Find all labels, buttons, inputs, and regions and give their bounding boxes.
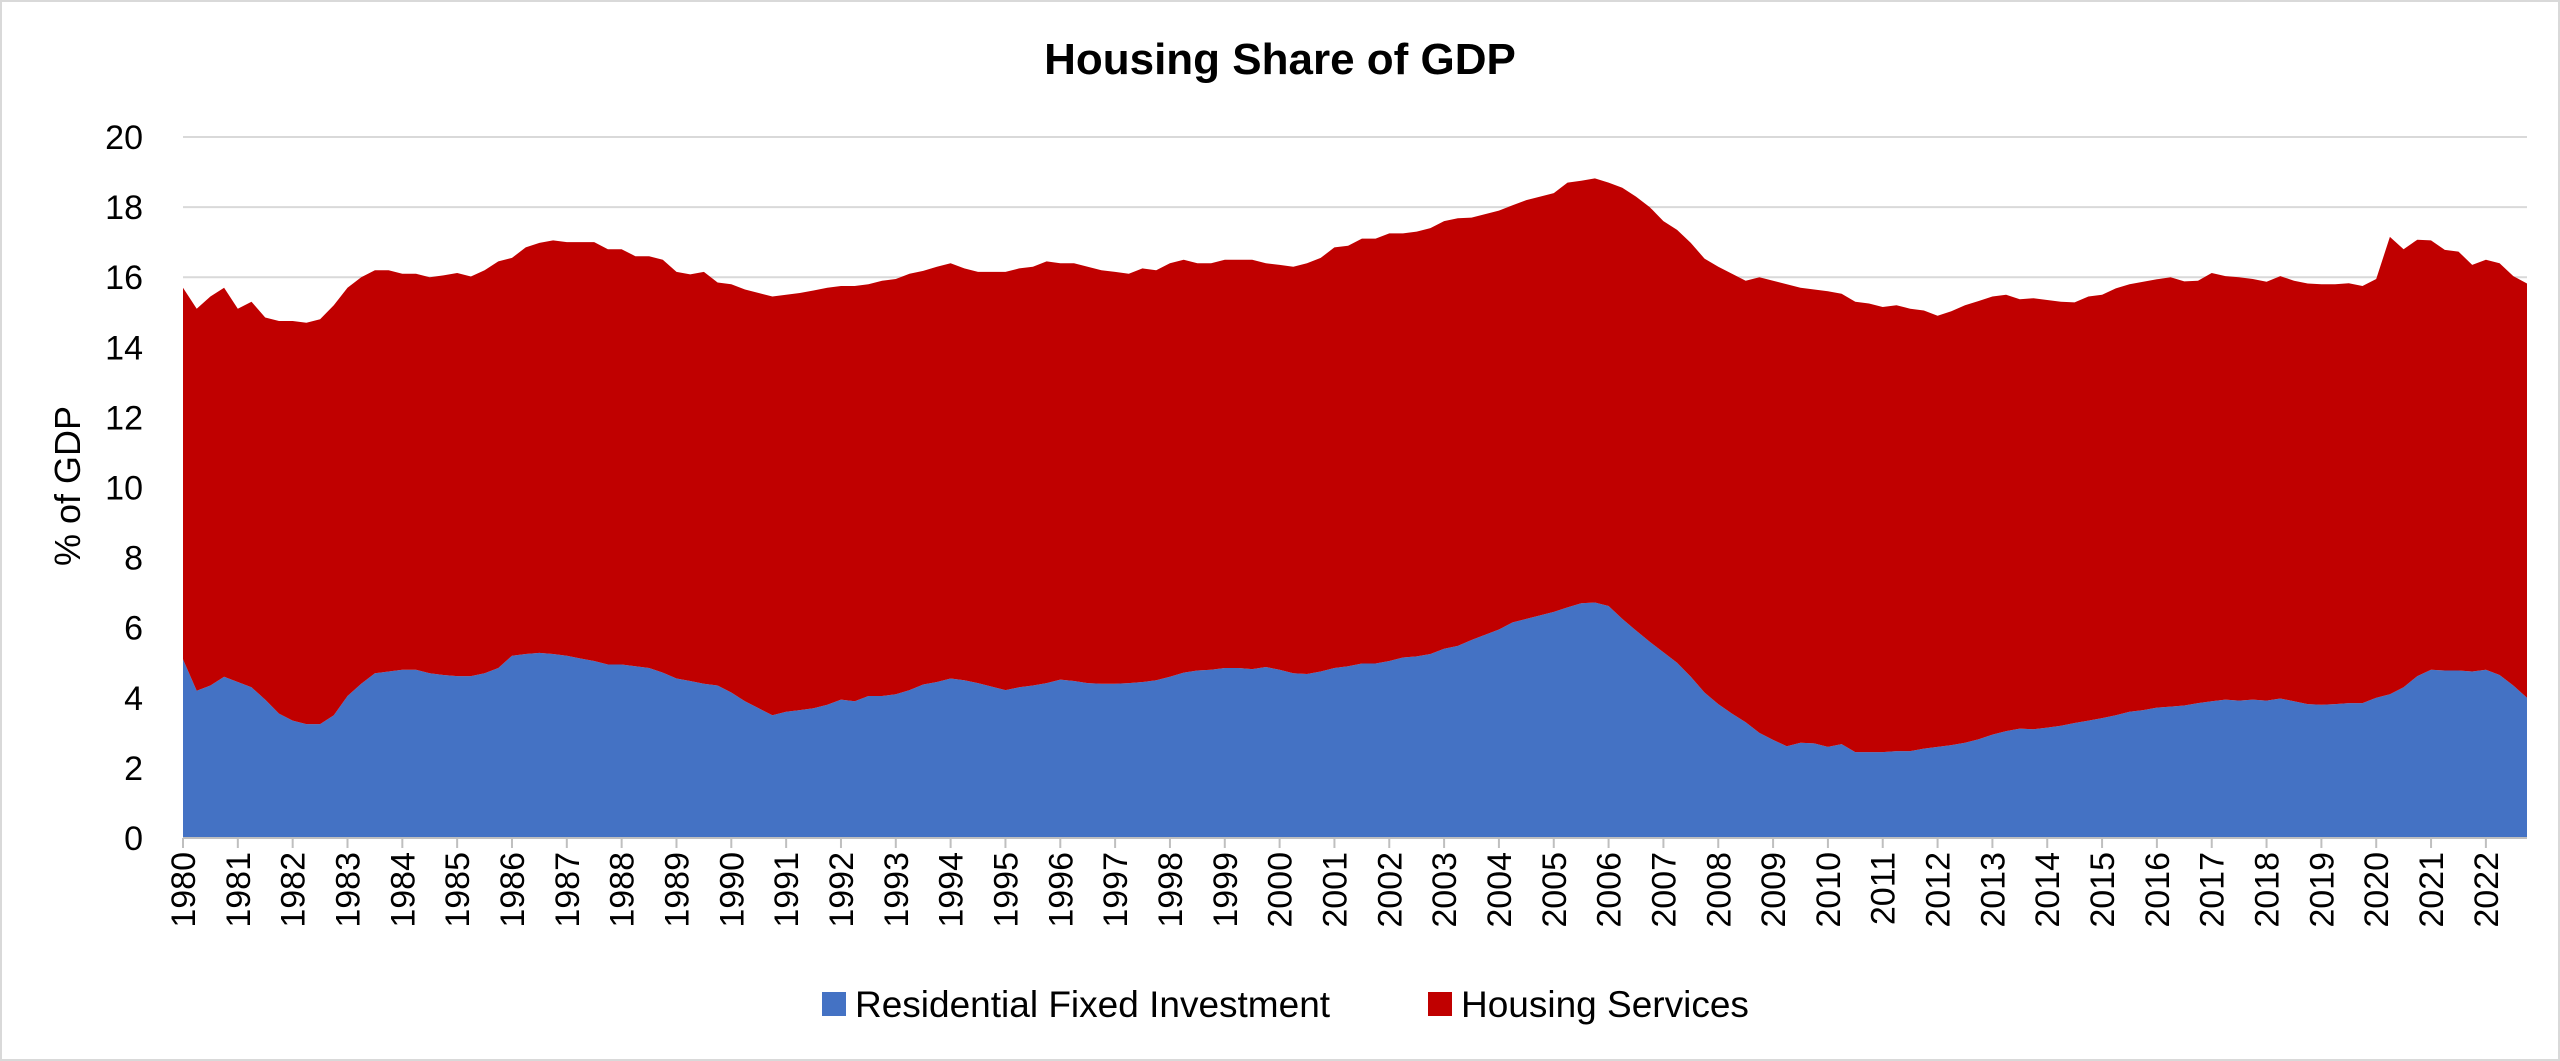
x-tick-label: 1988 <box>604 852 642 928</box>
x-tick-label: 2010 <box>1810 852 1848 928</box>
legend-swatch <box>1428 992 1452 1016</box>
x-axis-ticks: 1980 1981 1982 1983 1984 1985 1986 1987 1988 1989… <box>165 838 2506 928</box>
x-tick-label: 2018 <box>2249 852 2287 928</box>
x-tick-label: 2005 <box>1536 852 1574 928</box>
x-tick-label: 1991 <box>768 852 806 928</box>
x-tick-label: 1982 <box>275 852 313 928</box>
x-tick-label: 2014 <box>2029 852 2067 928</box>
x-tick-label: 2012 <box>1920 852 1958 928</box>
legend: Residential Fixed Investment Housing Serv… <box>822 984 1749 1025</box>
x-tick-label: 1999 <box>1207 852 1245 928</box>
x-tick-label: 2007 <box>1645 852 1683 928</box>
x-tick-label: 2017 <box>2194 852 2232 928</box>
x-tick-label: 2022 <box>2468 852 2506 928</box>
x-tick-label: 2019 <box>2303 852 2341 928</box>
x-tick-label: 2003 <box>1426 852 1464 928</box>
x-tick-label: 1981 <box>220 852 258 928</box>
x-tick-label: 1995 <box>988 852 1026 928</box>
y-tick-label: 18 <box>105 189 143 227</box>
y-axis-label: % of GDP <box>47 406 88 566</box>
x-tick-label: 1998 <box>1152 852 1190 928</box>
x-tick-label: 1989 <box>659 852 697 928</box>
x-tick-label: 2015 <box>2084 852 2122 928</box>
x-tick-label: 2002 <box>1371 852 1409 928</box>
x-tick-label: 1985 <box>439 852 477 928</box>
x-tick-label: 2020 <box>2358 852 2396 928</box>
y-tick-label: 14 <box>105 329 143 367</box>
y-axis-ticks: 0 2 4 6 8 10 12 14 16 18 20 <box>105 119 143 858</box>
x-tick-label: 1987 <box>549 852 587 928</box>
x-tick-label: 1997 <box>1097 852 1135 928</box>
x-tick-label: 2013 <box>1974 852 2012 928</box>
area-series-1 <box>183 178 2527 753</box>
x-tick-label: 2011 <box>1865 852 1903 925</box>
x-tick-label: 1994 <box>933 852 971 928</box>
legend-swatch <box>822 992 846 1016</box>
x-tick-label: 2016 <box>2139 852 2177 928</box>
x-tick-label: 2004 <box>1481 852 1519 928</box>
x-tick-label: 2006 <box>1591 852 1629 928</box>
x-tick-label: 1984 <box>384 852 422 928</box>
x-tick-label: 1992 <box>823 852 861 928</box>
x-tick-label: 2021 <box>2413 852 2451 928</box>
y-tick-label: 10 <box>105 470 143 508</box>
x-tick-label: 2001 <box>1316 852 1354 928</box>
legend-label: Housing Services <box>1461 984 1749 1025</box>
y-tick-label: 4 <box>124 680 143 718</box>
y-tick-label: 16 <box>105 259 143 297</box>
area-series-0 <box>183 602 2527 838</box>
x-tick-label: 1996 <box>1042 852 1080 928</box>
y-tick-label: 6 <box>124 610 143 648</box>
x-tick-label: 1990 <box>713 852 751 928</box>
x-tick-label: 1980 <box>165 852 203 928</box>
y-tick-label: 8 <box>124 540 143 578</box>
x-tick-label: 2008 <box>1700 852 1738 928</box>
x-tick-label: 1993 <box>878 852 916 928</box>
plot-area <box>183 178 2527 839</box>
y-tick-label: 12 <box>105 399 143 437</box>
y-tick-label: 2 <box>124 750 143 788</box>
x-tick-label: 1983 <box>330 852 368 928</box>
legend-label: Residential Fixed Investment <box>855 984 1331 1025</box>
chart-title: Housing Share of GDP <box>1044 35 1516 84</box>
x-tick-label: 2000 <box>1262 852 1300 928</box>
y-tick-label: 20 <box>105 119 143 157</box>
y-tick-label: 0 <box>124 820 143 858</box>
x-tick-label: 1986 <box>494 852 532 928</box>
x-tick-label: 2009 <box>1755 852 1793 928</box>
